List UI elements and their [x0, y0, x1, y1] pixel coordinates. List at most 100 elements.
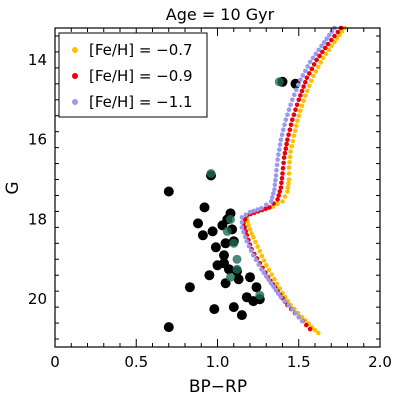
isochrone-point-0	[285, 185, 291, 190]
isochrone-point-2	[273, 173, 279, 178]
isochrone-point-0	[286, 165, 292, 170]
isochrone-point-0	[285, 189, 290, 194]
isochrone-point-1	[279, 180, 284, 186]
star-point	[209, 304, 220, 315]
star-point	[204, 270, 215, 281]
isochrone-point-1	[280, 171, 285, 176]
star-point	[219, 250, 229, 261]
isochrone-point-1	[298, 93, 303, 98]
isochrone-point-1	[335, 29, 341, 35]
star-point	[226, 272, 235, 282]
isochrone-point-2	[290, 306, 295, 312]
legend-marker-2	[72, 99, 78, 105]
isochrone-point-0	[311, 73, 316, 79]
isochrone-point-1	[329, 37, 334, 43]
star-point	[197, 230, 208, 241]
isochrone-point-1	[304, 75, 310, 81]
isochrone-point-0	[286, 171, 292, 176]
isochrone-point-0	[282, 194, 288, 199]
isochrone-point-2	[305, 64, 311, 69]
isochrone-point-0	[275, 201, 280, 207]
isochrone-point-2	[279, 132, 285, 137]
isochrone-point-1	[285, 137, 290, 142]
isochrone-point-2	[272, 187, 277, 192]
isochrone-point-2	[282, 122, 287, 127]
isochrone-point-0	[295, 118, 300, 123]
isochrone-point-1	[301, 84, 306, 89]
y-tick-label: 14	[28, 51, 47, 69]
isochrone-point-0	[318, 60, 324, 65]
isochrone-point-0	[246, 223, 251, 228]
star-point	[210, 242, 221, 253]
isochrone-point-2	[242, 234, 248, 239]
isochrone-point-0	[272, 276, 277, 282]
legend-marker-1	[72, 73, 78, 79]
isochrone-point-2	[278, 294, 284, 300]
isochrone-point-1	[294, 102, 300, 108]
isochrone-point-2	[239, 220, 245, 225]
x-tick-label: 1.0	[206, 353, 230, 371]
isochrone-point-0	[299, 103, 305, 109]
isochrone-point-1	[314, 57, 319, 63]
isochrone-point-1	[325, 41, 331, 47]
isochrone-point-2	[268, 199, 274, 204]
isochrone-point-2	[276, 152, 281, 157]
isochrone-point-1	[276, 193, 282, 198]
isochrone-point-2	[275, 157, 280, 162]
isochrone-point-2	[324, 36, 330, 42]
isochrone-point-2	[259, 266, 264, 272]
isochrone-point-2	[269, 195, 275, 200]
isochrone-point-2	[296, 82, 301, 88]
isochrone-point-0	[290, 138, 296, 144]
isochrone-point-2	[244, 239, 250, 244]
star-point	[222, 226, 232, 236]
isochrone-point-2	[255, 207, 260, 212]
isochrone-point-1	[307, 326, 313, 332]
isochrone-point-2	[266, 277, 272, 283]
isochrone-point-0	[298, 108, 303, 113]
isochrone-point-1	[309, 66, 315, 72]
star-point	[255, 290, 265, 300]
isochrone-point-2	[239, 215, 245, 220]
isochrone-point-0	[326, 47, 332, 53]
isochrone-point-1	[296, 97, 302, 103]
y-axis-title: G	[3, 181, 23, 194]
isochrone-point-0	[292, 128, 298, 133]
x-tick-label: 2.0	[368, 353, 392, 371]
isochrone-point-2	[290, 97, 295, 103]
isochrone-point-2	[321, 40, 327, 45]
isochrone-point-0	[307, 83, 312, 89]
isochrone-point-2	[259, 205, 264, 211]
isochrone-point-2	[273, 177, 278, 183]
isochrone-point-1	[307, 71, 312, 76]
isochrone-point-1	[275, 197, 280, 202]
isochrone-point-1	[280, 165, 286, 171]
isochrone-point-0	[253, 239, 258, 245]
isochrone-point-2	[264, 202, 269, 208]
isochrone-point-2	[272, 182, 278, 188]
legend-marker-0	[72, 47, 78, 53]
isochrone-point-0	[313, 69, 319, 74]
isochrone-point-2	[298, 77, 303, 83]
isochrone-point-0	[305, 88, 310, 94]
chart-title: Age = 10 Gyr	[166, 5, 275, 24]
star-point	[206, 169, 216, 178]
isochrone-point-2	[251, 253, 256, 258]
star-point	[220, 238, 231, 249]
isochrone-point-0	[291, 133, 297, 138]
isochrone-point-0	[289, 144, 295, 149]
x-tick-label: 1.5	[287, 353, 311, 371]
isochrone-point-0	[301, 98, 306, 104]
isochrone-point-0	[266, 267, 272, 273]
isochrone-point-2	[277, 147, 282, 152]
isochrone-point-2	[276, 291, 281, 297]
isochrone-point-2	[299, 318, 305, 324]
isochrone-point-0	[339, 29, 345, 34]
isochrone-point-1	[283, 146, 289, 151]
isochrone-point-0	[294, 123, 299, 128]
isochrone-point-2	[261, 270, 267, 276]
isochrone-point-2	[277, 142, 283, 147]
isochrone-point-2	[286, 302, 291, 308]
x-axis-title: BP−RP	[189, 377, 247, 397]
